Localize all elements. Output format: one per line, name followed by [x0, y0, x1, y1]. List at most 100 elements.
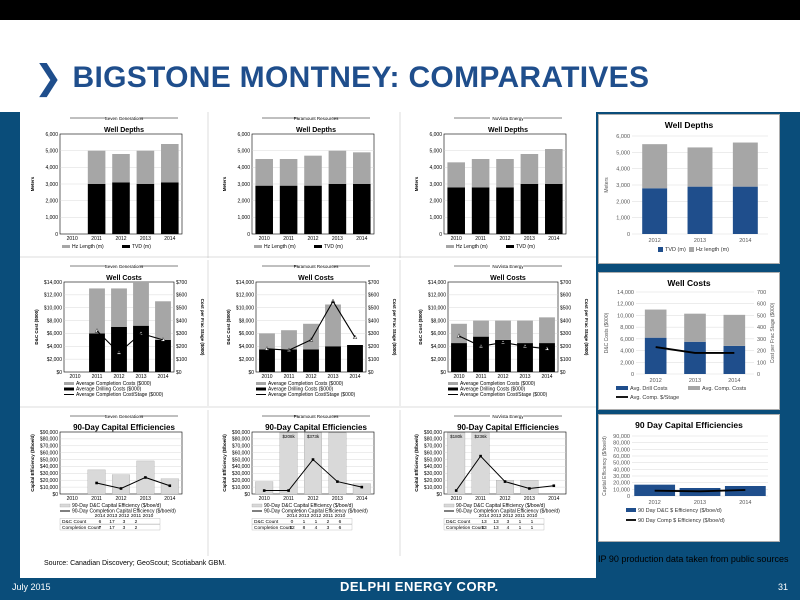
- y-tick-label: 12,000: [617, 302, 634, 308]
- company-logo: DELPHI ENERGY CORP.: [340, 579, 499, 594]
- nv-costs-group: NuVista Energy Well Costs $0 $2,000 $4,000 $6…: [418, 264, 589, 398]
- y-tick-label: $80,000: [424, 437, 442, 443]
- table-cell: 6: [99, 519, 102, 525]
- x-tick-label: 2013: [519, 374, 530, 380]
- bar-drilling-cost: [539, 343, 555, 372]
- legend-swatch: [256, 387, 266, 391]
- legend-swatch: [122, 245, 130, 248]
- table-cell: 1: [303, 519, 306, 525]
- x-tick-label: 2010: [67, 236, 78, 242]
- y2-tick-label: $600: [560, 293, 571, 299]
- table-header: 2010: [527, 513, 538, 519]
- table-header: 2014: [479, 513, 490, 519]
- table-cell: 1: [519, 525, 522, 531]
- y-tick-label: $20,000: [232, 478, 250, 484]
- chart-title: Well Depths: [488, 127, 528, 134]
- delphi-eff-chart: 90 Day Capital Efficiencies 010,00020,000…: [598, 414, 780, 542]
- company-name: NuVista Energy: [492, 264, 524, 269]
- x-tick-label: 2012: [307, 496, 318, 502]
- bar-tvd: [279, 185, 298, 234]
- bar-hz-length: [87, 150, 106, 184]
- x-tick-label: 2011: [92, 374, 103, 380]
- x-tick-label: 2012: [497, 374, 508, 380]
- y2-tick-label: $0: [368, 370, 374, 376]
- y-tick-label: 3,000: [429, 182, 442, 188]
- y-tick-label: $12,000: [44, 293, 62, 299]
- legend-swatch: [616, 386, 628, 390]
- legend-label: 90-Day Completion Capital Efficiency ($/…: [264, 509, 368, 515]
- bar-hz-length: [471, 159, 490, 188]
- y-tick-label: 90,000: [613, 434, 630, 440]
- x-tick-label: 2011: [91, 236, 102, 242]
- footer-date: July 2015: [12, 582, 51, 592]
- table-cell: 4: [507, 525, 510, 531]
- y-tick-label: $60,000: [232, 450, 250, 456]
- bar-dc-efficiency: [304, 432, 322, 495]
- y-axis-label: Capital Efficiency ($/boe/d): [30, 434, 35, 492]
- table-header: 2011: [515, 513, 526, 519]
- bar-drilling-cost: [517, 343, 533, 372]
- y-tick-label: 1,000: [429, 215, 442, 221]
- x-tick-label: 2010: [451, 496, 462, 502]
- table-header: 2013: [491, 513, 502, 519]
- y-tick-label: 6,000: [429, 132, 442, 138]
- table-row: [443, 518, 545, 525]
- y-tick-label: 10,000: [613, 487, 630, 493]
- x-tick-label: 2014: [728, 378, 740, 384]
- table-cell: 3: [507, 519, 510, 525]
- bar-drilling-cost: [347, 345, 363, 372]
- y-tick-label: $40,000: [424, 464, 442, 470]
- legend-swatch: [314, 245, 322, 248]
- legend-swatch: [59, 503, 71, 508]
- table-cell: 17: [109, 525, 115, 531]
- x-tick-label: 2012: [115, 236, 126, 242]
- y-axis-label: Meters: [414, 176, 419, 191]
- legend-label: 90-Day Completion Capital Efficiency ($/…: [456, 509, 560, 515]
- y2-tick-label: 600: [757, 302, 766, 308]
- bar-hz-length: [687, 147, 713, 187]
- y-axis-label: D&C Cost ($000): [34, 309, 39, 345]
- bar-dc-efficiency: [471, 432, 490, 495]
- x-tick-label: 2013: [327, 374, 338, 380]
- bar-tvd: [471, 187, 490, 234]
- bar-tvd: [304, 185, 322, 234]
- legend-label: Average Drilling Costs ($000): [76, 387, 142, 393]
- y-tick-label: $6,000: [431, 331, 447, 337]
- table-cell: 6: [339, 525, 342, 531]
- bar-hz-length: [545, 149, 563, 184]
- nv-depths-group: NuVista Energy Well Depths 0 1,000 2,000 3,00…: [414, 116, 567, 250]
- y-tick-label: $70,000: [424, 444, 442, 450]
- table-cell: 1: [315, 519, 318, 525]
- bar-drilling-cost: [473, 336, 489, 372]
- legend-label: Average Completion Costs ($000): [76, 381, 152, 387]
- chart-title: Well Costs: [298, 275, 334, 282]
- x-tick-label: 2013: [694, 500, 706, 506]
- y-tick-label: $10,000: [428, 306, 446, 312]
- bar-dc-efficiency: [724, 486, 766, 496]
- comparatives-charts: Seven Generations Well Depths 0 1,000 2,000 3…: [20, 112, 596, 556]
- legend-label: TVD (m): [324, 244, 343, 250]
- ip90-note: IP 90 production data taken from public …: [598, 554, 789, 564]
- table-header: 2012: [119, 513, 130, 519]
- legend-label: Average Completion Costs ($000): [460, 381, 536, 387]
- legend-swatch: [254, 245, 262, 248]
- y-tick-label: $10,000: [40, 485, 58, 491]
- x-tick-label: 2014: [356, 496, 367, 502]
- bar-tvd: [255, 185, 273, 234]
- completion-efficiency-line: [455, 455, 554, 491]
- y-tick-label: $90,000: [232, 430, 250, 436]
- legend-label: 90 Day D&C $ Efficiency ($/boe/d): [638, 508, 722, 514]
- bar-drilling-cost: [325, 346, 341, 372]
- bar-hz-length: [496, 159, 514, 188]
- y-tick-label: $4,000: [47, 344, 63, 350]
- y-tick-label: $0: [248, 370, 254, 376]
- title-row: ❯ BIGSTONE MONTNEY: COMPARATIVES: [34, 58, 649, 98]
- source-note: Source: Canadian Discovery; GeoScout; Sc…: [44, 560, 227, 567]
- bar-tvd: [642, 188, 668, 234]
- legend-label: 90-Day D&C Capital Efficiency ($/boe/d): [456, 503, 545, 509]
- table-cell: 1: [531, 519, 534, 525]
- bar-completion-cost: [303, 323, 319, 350]
- table-cell: 13: [493, 525, 499, 531]
- legend-label: Average Drilling Costs ($000): [460, 387, 526, 393]
- y2-tick-label: $500: [560, 306, 571, 312]
